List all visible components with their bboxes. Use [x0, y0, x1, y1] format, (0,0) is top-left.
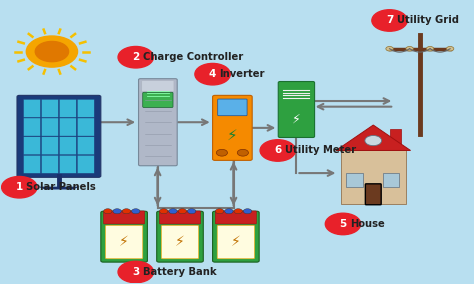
FancyBboxPatch shape [41, 99, 58, 117]
Text: ⚡: ⚡ [231, 235, 241, 249]
Circle shape [187, 209, 196, 214]
Text: ⚡: ⚡ [292, 113, 301, 126]
FancyBboxPatch shape [161, 225, 199, 259]
Text: Utility Meter: Utility Meter [285, 145, 356, 155]
FancyBboxPatch shape [41, 155, 58, 173]
Text: House: House [350, 219, 385, 229]
Circle shape [215, 209, 224, 214]
FancyBboxPatch shape [390, 129, 401, 145]
Text: 2: 2 [132, 52, 139, 62]
Circle shape [132, 209, 140, 214]
FancyBboxPatch shape [217, 225, 255, 259]
Text: ⚡: ⚡ [119, 235, 129, 249]
FancyBboxPatch shape [213, 211, 259, 262]
Text: 5: 5 [339, 219, 346, 229]
FancyBboxPatch shape [77, 155, 94, 173]
FancyBboxPatch shape [101, 211, 147, 262]
FancyBboxPatch shape [383, 173, 399, 187]
Circle shape [237, 149, 248, 156]
Text: Inverter: Inverter [219, 69, 265, 79]
Circle shape [406, 47, 413, 51]
FancyBboxPatch shape [24, 99, 40, 117]
FancyBboxPatch shape [24, 118, 40, 136]
FancyBboxPatch shape [41, 118, 58, 136]
Polygon shape [336, 125, 410, 151]
Circle shape [160, 209, 168, 214]
Text: ⚡: ⚡ [175, 235, 185, 249]
Circle shape [113, 209, 121, 214]
Circle shape [243, 209, 252, 214]
FancyBboxPatch shape [365, 184, 381, 205]
FancyBboxPatch shape [142, 81, 174, 92]
FancyBboxPatch shape [59, 137, 76, 155]
FancyBboxPatch shape [41, 137, 58, 155]
Circle shape [325, 213, 361, 235]
Text: 7: 7 [386, 15, 393, 26]
Circle shape [35, 41, 69, 62]
Circle shape [118, 261, 154, 283]
Circle shape [1, 176, 37, 198]
FancyBboxPatch shape [341, 151, 406, 204]
FancyBboxPatch shape [213, 95, 252, 160]
FancyBboxPatch shape [24, 137, 40, 155]
FancyBboxPatch shape [59, 155, 76, 173]
Polygon shape [38, 187, 80, 189]
Circle shape [178, 209, 186, 214]
FancyBboxPatch shape [215, 211, 256, 224]
Text: Solar Panels: Solar Panels [27, 182, 96, 192]
Circle shape [122, 209, 131, 214]
FancyBboxPatch shape [157, 211, 203, 262]
Circle shape [372, 10, 407, 31]
Text: Utility Grid: Utility Grid [397, 15, 458, 26]
FancyBboxPatch shape [138, 79, 177, 166]
FancyBboxPatch shape [160, 211, 201, 224]
Text: Charge Controller: Charge Controller [143, 52, 243, 62]
Circle shape [447, 47, 454, 51]
Text: 6: 6 [274, 145, 282, 155]
Circle shape [27, 36, 78, 67]
FancyBboxPatch shape [59, 118, 76, 136]
Circle shape [104, 209, 112, 214]
FancyBboxPatch shape [346, 173, 363, 187]
Circle shape [118, 47, 154, 68]
FancyBboxPatch shape [278, 82, 315, 137]
Circle shape [386, 47, 393, 51]
FancyBboxPatch shape [77, 137, 94, 155]
Circle shape [216, 149, 228, 156]
FancyBboxPatch shape [77, 99, 94, 117]
Circle shape [234, 209, 242, 214]
Text: 1: 1 [16, 182, 23, 192]
Circle shape [195, 63, 230, 85]
Circle shape [260, 140, 295, 161]
Circle shape [365, 135, 382, 146]
Circle shape [426, 47, 434, 51]
Text: 3: 3 [132, 267, 139, 277]
FancyBboxPatch shape [106, 225, 143, 259]
FancyBboxPatch shape [59, 99, 76, 117]
Circle shape [225, 209, 233, 214]
Text: 4: 4 [209, 69, 216, 79]
Text: ⚡: ⚡ [227, 128, 238, 143]
FancyBboxPatch shape [218, 99, 247, 116]
FancyBboxPatch shape [77, 118, 94, 136]
Circle shape [169, 209, 177, 214]
FancyBboxPatch shape [143, 92, 173, 108]
FancyBboxPatch shape [24, 155, 40, 173]
FancyBboxPatch shape [17, 95, 101, 177]
FancyBboxPatch shape [104, 211, 145, 224]
Text: Battery Bank: Battery Bank [143, 267, 216, 277]
